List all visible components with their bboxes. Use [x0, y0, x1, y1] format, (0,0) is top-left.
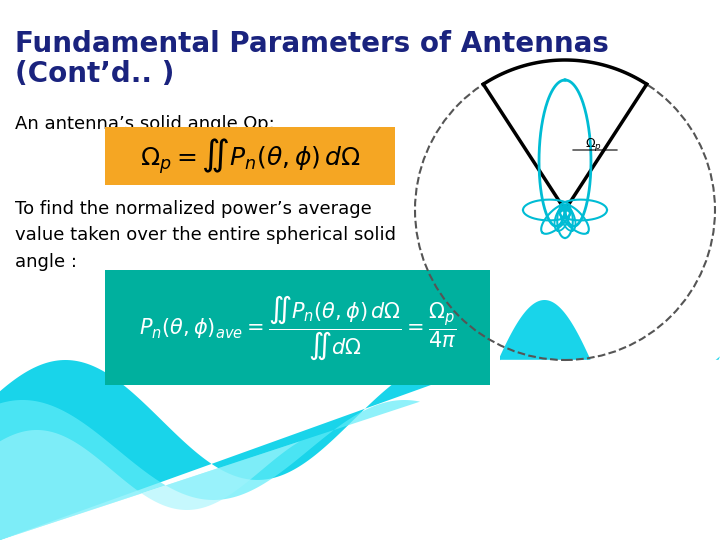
Text: (Cont’d.. ): (Cont’d.. ) — [15, 60, 174, 88]
Text: Fundamental Parameters of Antennas: Fundamental Parameters of Antennas — [15, 30, 609, 58]
Text: $\Omega_p = \iint P_n(\theta, \phi)\,d\Omega$: $\Omega_p = \iint P_n(\theta, \phi)\,d\O… — [140, 136, 361, 176]
PathPatch shape — [0, 430, 300, 540]
PathPatch shape — [0, 400, 420, 540]
Bar — [500, 360, 720, 540]
Text: $\Omega_p$: $\Omega_p$ — [585, 137, 601, 153]
Bar — [105, 270, 490, 385]
Bar — [0, 0, 720, 410]
Bar — [105, 127, 395, 185]
Text: An antenna’s solid angle Ωp:: An antenna’s solid angle Ωp: — [15, 115, 275, 133]
PathPatch shape — [0, 360, 480, 540]
Text: To find the normalized power’s average
value taken over the entire spherical sol: To find the normalized power’s average v… — [15, 200, 396, 271]
Text: $P_n(\theta,\phi)_{ave} = \dfrac{\iint P_n(\theta,\phi)\,d\Omega}{\iint d\Omega}: $P_n(\theta,\phi)_{ave} = \dfrac{\iint P… — [139, 293, 456, 362]
PathPatch shape — [500, 300, 720, 540]
